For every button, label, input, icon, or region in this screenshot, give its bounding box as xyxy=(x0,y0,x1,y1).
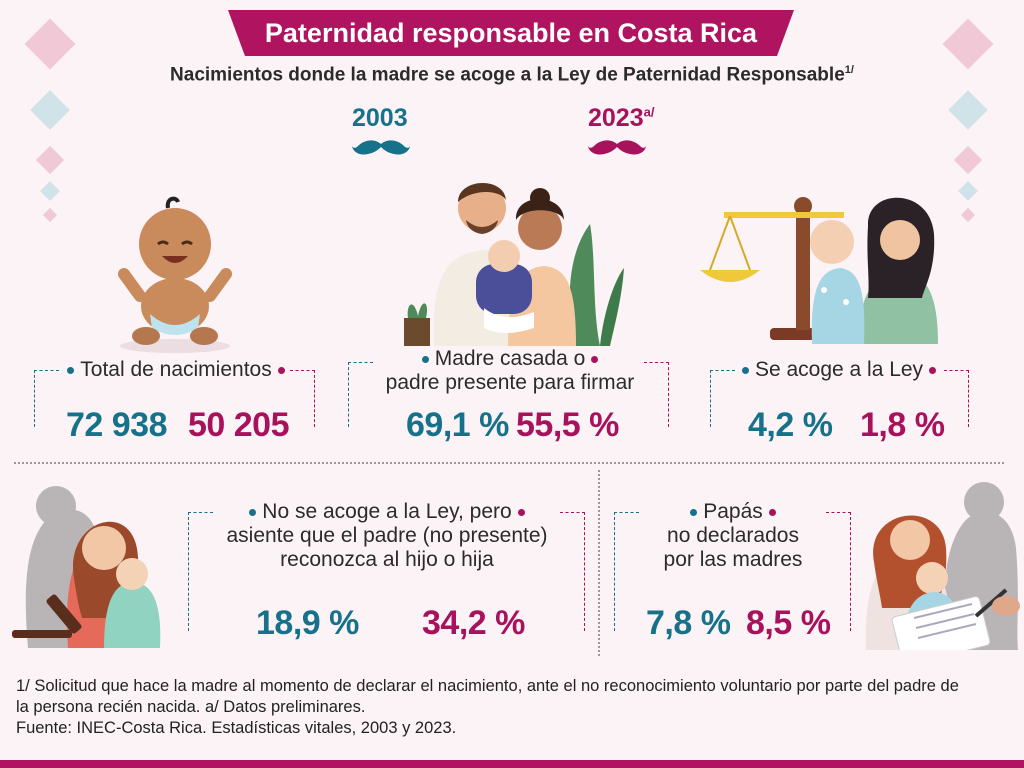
subtitle: Nacimientos donde la madre se acoge a la… xyxy=(0,64,1024,86)
nolaw-label-line1: No se acoge a la Ley, pero xyxy=(262,500,512,523)
married-label-line1: Madre casada o xyxy=(434,347,586,370)
bracket-nolaw-right xyxy=(560,512,585,631)
married-2003-value: 69,1 % xyxy=(406,406,509,444)
decorative-diamonds-right xyxy=(942,18,994,223)
married-2023-value: 55,5 % xyxy=(516,406,619,444)
law-label: Se acoge a la Ley xyxy=(712,358,966,382)
undeclared-label-line2: no declarados xyxy=(667,524,799,547)
footnote-line2: la persona recién nacida. a/ Datos preli… xyxy=(16,698,366,716)
mustache-teal-icon xyxy=(352,140,410,155)
nolaw-label-line3: reconozca al hijo o hija xyxy=(280,548,494,571)
footnote-line1: 1/ Solicitud que hace la madre al moment… xyxy=(16,677,959,695)
mother-document-illustration xyxy=(865,482,1020,650)
total-births-label: Total de nacimientos xyxy=(40,358,312,382)
bracket-married-left xyxy=(348,362,373,427)
page-title: Paternidad responsable en Costa Rica xyxy=(264,17,758,48)
undeclared-label: Papás no declarados por las madres xyxy=(618,500,848,572)
total-births-2023-value: 50 205 xyxy=(188,406,290,444)
married-label-line2: padre presente para firmar xyxy=(385,371,635,394)
title-banner: Paternidad responsable en Costa Rica xyxy=(228,10,794,56)
undeclared-2003-value: 7,8 % xyxy=(646,604,731,642)
married-label: Madre casada o padre presente para firma… xyxy=(352,347,668,395)
bracket-nolaw-left xyxy=(188,512,213,631)
mustache-magenta-icon xyxy=(588,140,646,155)
family-illustration xyxy=(404,182,624,346)
bracket-undeclared-left xyxy=(614,512,639,631)
bracket-law-right xyxy=(944,370,969,427)
scale-mother-illustration xyxy=(700,197,938,344)
baby-illustration xyxy=(118,196,232,353)
section-divider xyxy=(14,462,1004,464)
year-2003-text: 2003 xyxy=(352,104,408,132)
footnotes: 1/ Solicitud que hace la madre al moment… xyxy=(16,676,1016,739)
year-2023-note: a/ xyxy=(643,104,655,120)
bracket-total-left xyxy=(34,370,59,427)
total-births-2003-value: 72 938 xyxy=(66,406,168,444)
undeclared-label-line1: Papás xyxy=(703,500,763,523)
bracket-undeclared-right xyxy=(826,512,851,631)
nolaw-2003-value: 18,9 % xyxy=(256,604,359,642)
bracket-total-right xyxy=(290,370,315,427)
nolaw-label: No se acoge a la Ley, pero asiente que e… xyxy=(192,500,582,572)
law-2003-value: 4,2 % xyxy=(748,406,833,444)
undeclared-label-line3: por las madres xyxy=(663,548,803,571)
year-2023-label: 2023a/ xyxy=(588,104,654,133)
nolaw-2023-value: 34,2 % xyxy=(422,604,525,642)
law-label-text: Se acoge a la Ley xyxy=(754,358,924,381)
nolaw-label-line2: asiente que el padre (no presente) xyxy=(226,524,548,547)
year-2003-label: 2003 xyxy=(352,104,408,133)
subtitle-footnote-mark: 1/ xyxy=(844,64,854,76)
bottom-bar xyxy=(0,760,1024,768)
bracket-law-left xyxy=(710,370,735,427)
mother-gavel-illustration xyxy=(12,486,161,648)
law-2023-value: 1,8 % xyxy=(860,406,945,444)
undeclared-2023-value: 8,5 % xyxy=(746,604,831,642)
source-note: Fuente: INEC-Costa Rica. Estadísticas vi… xyxy=(16,719,457,737)
bracket-married-right xyxy=(644,362,669,427)
decorative-diamonds-left xyxy=(24,18,76,223)
total-births-label-text: Total de nacimientos xyxy=(80,358,272,381)
vertical-divider xyxy=(598,470,600,656)
subtitle-text: Nacimientos donde la madre se acoge a la… xyxy=(170,64,845,86)
year-2023-text: 2023 xyxy=(588,104,644,132)
